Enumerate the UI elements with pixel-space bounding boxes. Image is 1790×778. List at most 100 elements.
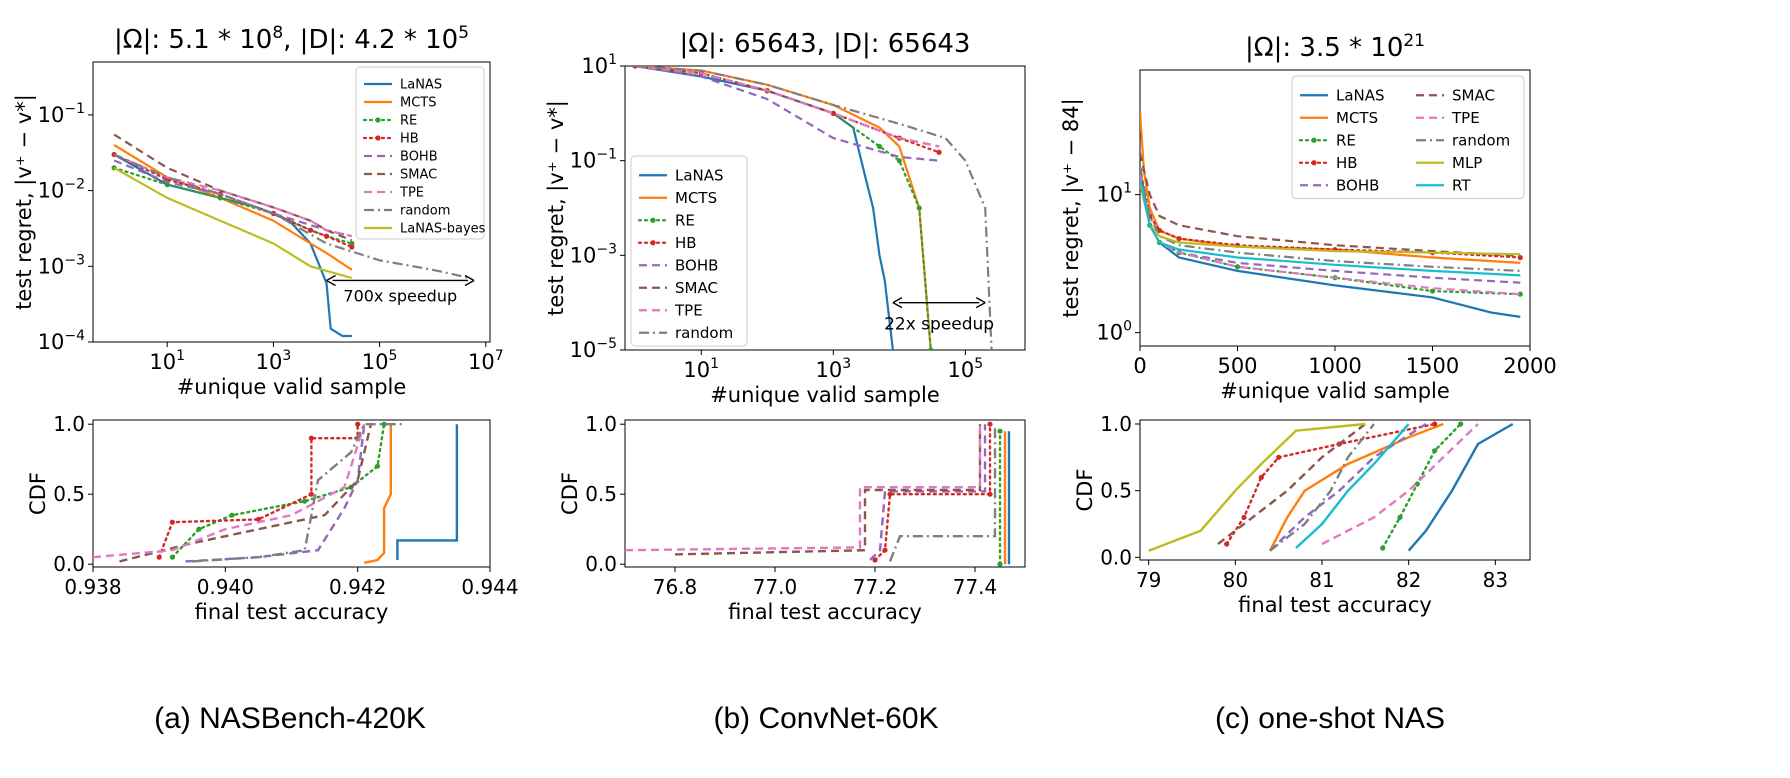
series-random — [635, 66, 993, 350]
series-tpe — [93, 423, 366, 559]
point-re — [928, 347, 934, 350]
plot-frame — [92, 61, 491, 343]
chart-title: |Ω|: 5.1 * 108, |D|: 4.2 * 105 — [114, 23, 469, 55]
plot-area — [632, 66, 993, 350]
y-axis-label: test regret, |v⁺ − v*| — [12, 94, 37, 310]
legend-label-tpe: TPE — [674, 302, 703, 320]
point-hb — [349, 244, 355, 250]
arrow-head-left — [892, 297, 903, 309]
point-re — [1234, 264, 1241, 270]
legend-label-lanas-bayes: LaNAS-bayes — [400, 222, 486, 237]
legend-label-re: RE — [675, 212, 695, 230]
legend-label-tpe: TPE — [399, 186, 424, 201]
x-axis-label: final test accuracy — [1238, 593, 1432, 617]
point-re — [374, 463, 381, 469]
plot-area — [111, 133, 471, 338]
legend-label-random: random — [400, 204, 450, 219]
annotation-text: 22x speedup — [884, 315, 994, 335]
legend-label-random: random — [675, 324, 733, 342]
legend-label-re: RE — [400, 114, 417, 129]
point-hb — [887, 491, 893, 497]
legend-box — [355, 66, 485, 240]
legend-marker — [1311, 160, 1317, 166]
x-tick-label: 76.8 — [653, 575, 698, 599]
series-random — [192, 423, 404, 563]
legend-label-mcts: MCTS — [1336, 109, 1378, 127]
point-re — [217, 195, 223, 201]
legend-label-bohb: BOHB — [400, 150, 438, 165]
series-random — [1140, 166, 1521, 272]
series-smac — [119, 423, 373, 563]
y-tick-label: 10−3 — [570, 241, 617, 267]
x-tick-label: 101 — [683, 356, 719, 382]
series-tpe — [635, 66, 940, 148]
y-tick-label: 10−1 — [570, 147, 617, 173]
point-hb — [169, 519, 175, 525]
y-tick-label: 0.0 — [585, 552, 617, 576]
point-hb — [1276, 454, 1282, 460]
point-re — [302, 498, 308, 504]
series-lanas-bayes — [113, 166, 353, 280]
x-tick-label: 0 — [1133, 354, 1146, 378]
chart-title: |Ω|: 65643, |D|: 65643 — [680, 29, 971, 59]
y-tick-label: 1.0 — [1100, 412, 1132, 436]
y-tick-label: 100 — [1096, 319, 1132, 345]
chart-5: 76.8 77.0 77.2 77.4 0.0 0.5 1.0 final test accu… — [558, 412, 1026, 624]
point-re — [1458, 421, 1464, 427]
point-re — [1414, 481, 1420, 487]
point-re — [381, 421, 387, 427]
x-tick-label: 82 — [1396, 568, 1421, 592]
legend-label-smac: SMAC — [1452, 87, 1495, 105]
legend-marker — [375, 135, 381, 141]
legend-box — [630, 155, 748, 347]
legend-label-tpe: TPE — [1451, 109, 1480, 127]
point-hb — [156, 554, 162, 560]
legend: LaNAS MCTS RE HB BOHB SMAC TPE random MLP RT — [1291, 75, 1525, 199]
chart-4: 0.938 0.940 0.942 0.944 0.0 0.5 1.0 final test … — [26, 412, 519, 624]
arrow-head-left — [326, 274, 336, 287]
point-hb — [308, 491, 314, 497]
point-hb — [355, 421, 361, 427]
x-tick-label: 77.0 — [753, 575, 798, 599]
y-tick-label: 0.0 — [53, 552, 85, 576]
x-tick-label: 0.942 — [329, 575, 386, 599]
series-smac — [674, 424, 982, 556]
legend-label-lanas: LaNAS — [1336, 87, 1385, 105]
x-tick-label: 103 — [815, 356, 851, 382]
legend-label-lanas: LaNAS — [400, 78, 442, 93]
legend-label-random: random — [1452, 132, 1510, 150]
x-tick-label: 1500 — [1406, 354, 1459, 378]
x-tick-label: 1000 — [1308, 354, 1361, 378]
legend-marker — [375, 117, 381, 123]
x-tick-label: 105 — [362, 348, 398, 374]
point-re — [169, 554, 175, 560]
x-tick-label: 77.4 — [953, 575, 998, 599]
x-tick-label: 0.940 — [197, 575, 254, 599]
legend-label-bohb: BOHB — [675, 257, 718, 275]
y-axis-label: test regret, |v⁺ − 84| — [1059, 98, 1084, 317]
legend-label-hb: HB — [400, 132, 419, 147]
legend-label-smac: SMAC — [675, 279, 718, 297]
y-axis-label: CDF — [1073, 469, 1097, 512]
series-tpe — [625, 424, 982, 552]
legend-marker — [650, 217, 656, 223]
x-axis-label: #unique valid sample — [1220, 379, 1450, 403]
plot-area — [625, 421, 1011, 567]
series-mcts — [364, 424, 392, 564]
legend-label-mcts: MCTS — [675, 189, 717, 207]
plot-frame — [92, 419, 491, 568]
x-tick-label: 101 — [149, 348, 185, 374]
arrow-head-right — [464, 274, 475, 287]
x-axis-label: #unique valid sample — [710, 383, 940, 407]
x-tick-label: 80 — [1223, 568, 1248, 592]
point-re — [1517, 291, 1523, 297]
plot-frame — [624, 419, 1026, 568]
series-hb — [873, 423, 992, 562]
y-tick-label: 10−1 — [38, 101, 85, 127]
point-hb — [936, 149, 942, 155]
series-bohb — [1269, 422, 1427, 552]
series-random — [888, 424, 997, 562]
y-tick-label: 0.5 — [1100, 479, 1132, 503]
